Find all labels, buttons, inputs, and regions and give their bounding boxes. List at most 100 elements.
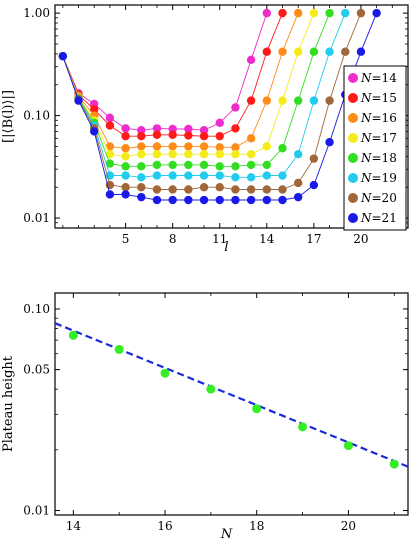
data-point xyxy=(309,8,319,18)
data-point xyxy=(356,47,366,56)
data-point xyxy=(246,55,256,65)
data-point xyxy=(137,142,146,151)
legend-label: N=18 xyxy=(360,151,397,165)
data-point xyxy=(168,195,177,205)
data-point xyxy=(168,142,177,151)
data-point xyxy=(246,96,256,105)
data-point xyxy=(199,150,209,159)
data-point xyxy=(121,131,130,141)
data-point xyxy=(231,103,240,112)
data-point xyxy=(262,96,271,105)
data-point xyxy=(199,195,209,205)
series-N=20 xyxy=(58,8,366,194)
data-point xyxy=(105,113,115,123)
y-tick-label: 0.01 xyxy=(23,504,50,518)
data-point xyxy=(184,195,193,205)
data-point xyxy=(74,96,83,105)
data-point xyxy=(121,190,130,199)
data-point xyxy=(199,142,209,151)
y-tick-label: 0.05 xyxy=(23,363,50,377)
data-point xyxy=(105,142,115,151)
x-axis-label: l xyxy=(224,240,228,255)
series-N=21 xyxy=(58,8,381,205)
bottom-chart: 14 16 18 20 0.01 0.05 0.10 N Plateau height xyxy=(1,292,409,542)
data-point xyxy=(105,190,115,199)
data-point xyxy=(309,154,319,163)
data-point xyxy=(293,192,303,202)
data-point xyxy=(152,130,162,139)
data-point xyxy=(293,178,303,188)
data-point xyxy=(246,185,256,194)
data-point xyxy=(168,185,177,194)
data-point xyxy=(121,144,130,153)
data-point xyxy=(215,118,224,128)
data-point xyxy=(184,150,193,159)
series-N=19 xyxy=(58,8,350,182)
data-point xyxy=(137,173,146,182)
data-point xyxy=(309,180,319,190)
series-line xyxy=(62,12,299,149)
data-point xyxy=(160,368,170,378)
legend-label: N=20 xyxy=(360,191,397,205)
data-point xyxy=(152,185,162,194)
data-point xyxy=(341,47,350,56)
data-point xyxy=(137,150,146,159)
x-tick-label: 20 xyxy=(353,232,368,246)
data-point xyxy=(231,173,240,182)
y-tick-label: 0.01 xyxy=(23,211,50,225)
x-tick-label: 14 xyxy=(259,232,275,246)
legend-label: N=19 xyxy=(360,171,397,185)
top-chart: 5 8 11 14 17 200.010.101.00N=14N=15N=16N=17N=… xyxy=(1,4,409,255)
data-point xyxy=(121,152,130,161)
data-point xyxy=(90,127,99,136)
data-point xyxy=(278,171,287,180)
data-point xyxy=(325,137,334,147)
legend: N=14 N=15 N=16 N=17 N=18 N=19 N=20 N=21 xyxy=(343,65,407,231)
data-point xyxy=(343,441,353,451)
data-point xyxy=(168,130,177,139)
data-point xyxy=(309,47,319,56)
series-N=18 xyxy=(58,8,334,171)
data-point xyxy=(246,150,256,159)
x-tick-label: 16 xyxy=(157,519,172,533)
x-tick-label: 11 xyxy=(212,232,227,246)
data-point xyxy=(206,384,216,394)
data-point xyxy=(246,160,256,170)
legend-marker xyxy=(348,213,358,223)
data-point xyxy=(231,162,240,171)
plot-frame xyxy=(54,4,409,229)
data-point xyxy=(215,171,224,180)
data-point xyxy=(246,134,256,143)
legend-marker xyxy=(348,113,358,123)
data-point xyxy=(215,143,224,152)
data-point xyxy=(152,150,162,159)
data-point xyxy=(325,8,334,18)
data-point xyxy=(137,126,146,135)
data-point xyxy=(121,183,130,192)
data-point xyxy=(262,160,271,170)
data-point xyxy=(121,162,130,171)
data-point xyxy=(184,171,193,180)
y-axis-label: [|⟨B(l)⟩|] xyxy=(1,90,16,143)
data-point xyxy=(246,195,256,205)
data-point xyxy=(121,124,130,133)
data-point xyxy=(293,47,303,56)
y-tick-label: 1.00 xyxy=(23,6,50,20)
data-point xyxy=(231,143,240,152)
data-point xyxy=(231,124,240,133)
data-point xyxy=(278,47,287,56)
data-point xyxy=(137,183,146,192)
data-point xyxy=(215,162,224,171)
data-point xyxy=(293,96,303,105)
series-line xyxy=(62,12,331,167)
data-point xyxy=(168,150,177,159)
data-point xyxy=(90,105,99,114)
data-point xyxy=(356,8,366,18)
data-point xyxy=(298,422,308,432)
legend-marker xyxy=(348,93,358,103)
x-tick-label: 5 xyxy=(122,232,130,246)
legend-label: N=21 xyxy=(360,211,397,225)
data-point xyxy=(215,131,224,141)
y-tick-label: 0.10 xyxy=(23,302,50,316)
